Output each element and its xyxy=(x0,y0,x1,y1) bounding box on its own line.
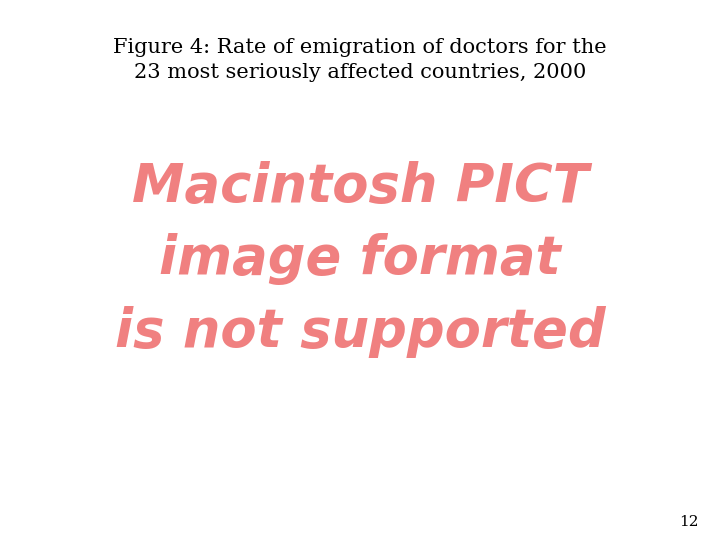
Text: Figure 4: Rate of emigration of doctors for the
23 most seriously affected count: Figure 4: Rate of emigration of doctors … xyxy=(113,38,607,82)
Text: 12: 12 xyxy=(679,515,698,529)
Text: Macintosh PICT
image format
is not supported: Macintosh PICT image format is not suppo… xyxy=(114,161,606,357)
